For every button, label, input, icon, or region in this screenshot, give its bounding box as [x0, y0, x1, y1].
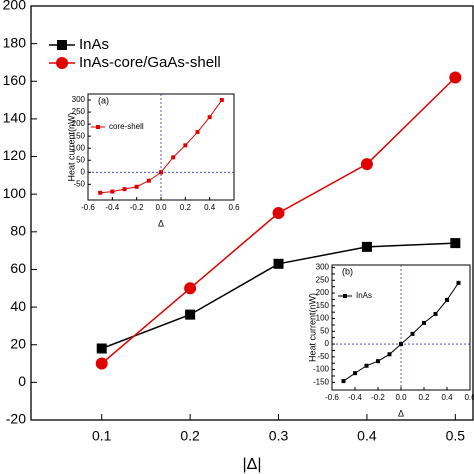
annotation: (b) [342, 266, 353, 276]
legend-label: InAs-core/GaAs-shell [79, 54, 221, 71]
y-tick-label: 0 [18, 373, 26, 389]
legend-marker [343, 294, 347, 298]
y-tick-label: 60 [10, 260, 26, 276]
x-tick-label: -0.6 [325, 393, 339, 402]
legend-marker [57, 40, 67, 50]
x-axis-label: |Δ| [243, 456, 262, 473]
data-point [96, 343, 107, 354]
y-tick-label: 100 [3, 185, 27, 201]
x-tick-label: 0.2 [180, 203, 192, 212]
y-tick-label: 150 [72, 131, 86, 140]
x-tick-label: 0.1 [92, 428, 112, 444]
x-tick-label: 0.0 [395, 393, 407, 402]
y-tick-label: 100 [316, 314, 330, 323]
data-point [450, 238, 461, 249]
y-tick-label: 100 [72, 143, 86, 152]
data-point [341, 379, 346, 384]
data-point [95, 357, 108, 370]
legend-marker [96, 125, 100, 129]
data-point [98, 190, 103, 195]
data-point [195, 130, 200, 135]
y-axis-label: Heat current(nW) [307, 293, 317, 362]
y-tick-label: 80 [10, 223, 26, 239]
data-point [387, 352, 392, 357]
y-tick-label: 250 [316, 275, 330, 284]
data-point [364, 363, 369, 368]
y-tick-label: 120 [3, 147, 27, 163]
y-tick-label: 150 [316, 301, 330, 310]
y-tick-label: -50 [73, 179, 85, 188]
x-tick-label: 0.6 [464, 393, 474, 402]
data-point [110, 189, 115, 194]
data-point [433, 311, 438, 316]
x-axis-label: Δ [398, 408, 404, 418]
data-point [159, 170, 163, 175]
legend-label: InAs [79, 36, 109, 53]
x-tick-label: 0.2 [418, 393, 430, 402]
y-tick-label: -150 [313, 377, 330, 386]
data-point [122, 187, 127, 192]
data-point [184, 282, 197, 295]
x-tick-label: -0.6 [81, 203, 95, 212]
x-tick-label: -0.4 [105, 203, 119, 212]
y-tick-label: 0 [325, 339, 330, 348]
x-tick-label: 0.3 [269, 428, 289, 444]
x-tick-label: 0.2 [180, 428, 200, 444]
y-tick-label: 20 [10, 335, 26, 351]
data-point [272, 207, 285, 219]
data-point [273, 258, 284, 269]
data-point [445, 297, 449, 302]
y-tick-label: 40 [10, 298, 26, 314]
y-tick-label: 0 [81, 167, 86, 176]
y-tick-label: -100 [313, 365, 330, 374]
legend-label: InAs [356, 291, 372, 300]
x-tick-label: -0.2 [371, 393, 385, 402]
legend-marker [56, 57, 68, 69]
data-point [183, 143, 188, 148]
y-tick-label: 200 [72, 119, 86, 128]
y-tick-label: 200 [3, 0, 27, 13]
data-point [361, 241, 372, 252]
data-point [360, 158, 373, 171]
data-point [353, 371, 357, 376]
data-point [376, 359, 380, 364]
y-tick-label: -20 [6, 411, 26, 427]
x-tick-label: 0.5 [446, 428, 466, 444]
data-point [207, 115, 212, 120]
x-tick-label: 0.6 [228, 203, 240, 212]
data-point [399, 342, 403, 347]
data-point [219, 98, 224, 103]
y-tick-label: 200 [316, 288, 330, 297]
data-point [422, 320, 426, 325]
legend-label: core-shell [109, 122, 144, 131]
plot-area [331, 264, 471, 391]
y-tick-label: 300 [72, 95, 86, 104]
x-tick-label: 0.4 [441, 393, 453, 402]
data-point [449, 71, 462, 84]
y-tick-label: 50 [76, 155, 85, 164]
y-tick-label: 140 [3, 110, 27, 126]
x-tick-label: -0.2 [130, 203, 144, 212]
data-point [134, 184, 139, 189]
data-point [185, 309, 196, 320]
x-tick-label: 0.4 [357, 428, 377, 444]
y-tick-label: 50 [320, 326, 329, 335]
annotation: (a) [98, 95, 109, 105]
x-tick-label: 0.4 [204, 203, 216, 212]
y-tick-label: 160 [3, 72, 27, 88]
x-tick-label: 0.0 [155, 203, 167, 212]
y-axis-label: Heat current(nW) [66, 112, 76, 181]
y-tick-label: 180 [3, 34, 27, 50]
data-point [456, 280, 461, 285]
y-tick-label: 250 [72, 107, 86, 116]
data-point [410, 331, 415, 336]
y-tick-label: -50 [317, 352, 329, 361]
y-tick-label: 300 [316, 263, 330, 272]
data-point [146, 178, 151, 183]
x-tick-label: -0.4 [348, 393, 362, 402]
data-point [171, 155, 176, 160]
x-axis-label: Δ [158, 218, 164, 228]
